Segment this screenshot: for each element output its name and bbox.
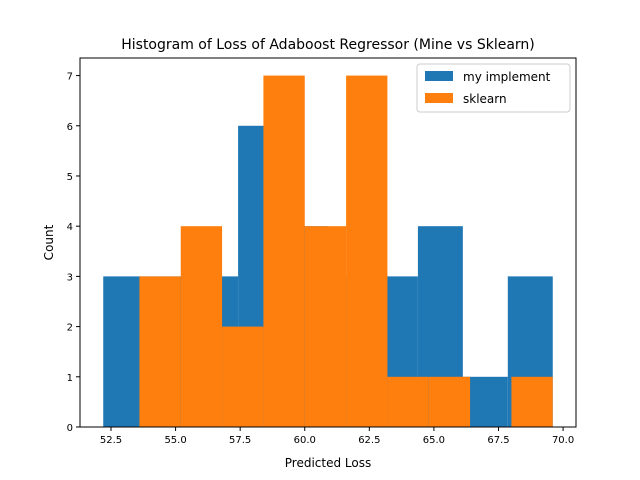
x-axis-label: Predicted Loss: [285, 456, 371, 470]
axes-layer: [79, 57, 577, 428]
x-tick-label: 52.5: [100, 435, 122, 446]
bar-series-1-bin-4: [304, 226, 347, 427]
series-1: [139, 75, 553, 428]
bar-series-1-bin-6: [387, 376, 429, 427]
bar-series-1-bin-0: [139, 276, 181, 427]
y-tick-label: 4: [67, 222, 73, 233]
y-tick-label: 2: [67, 323, 73, 334]
bar-series-1-bin-3: [263, 75, 305, 428]
bar-series-1-bin-1: [180, 226, 223, 427]
bar-series-1-bin-2: [222, 326, 264, 427]
y-tick-label: 7: [67, 72, 73, 83]
axes-frame: [79, 57, 577, 428]
legend-label-1: sklearn: [463, 92, 507, 106]
bar-series-1-bin-7: [428, 376, 471, 427]
y-ticks: 0 1 2 3 4 5 6 7: [67, 72, 80, 434]
bar-series-1-bin-5: [346, 75, 388, 428]
x-tick-label: 65.0: [423, 435, 445, 446]
x-tick-label: 70.0: [552, 435, 574, 446]
legend: my implement sklearn: [416, 63, 571, 113]
x-tick-label: 60.0: [294, 435, 316, 446]
y-tick-label: 5: [67, 172, 73, 183]
bar-series-1-bin-9: [511, 376, 553, 427]
x-ticks: 52.5 55.0 57.5 60.0 62.5 65.0 67.5 70.0: [100, 427, 574, 446]
y-axis-label: Count: [42, 224, 56, 260]
bar-series-0-bin-8: [462, 376, 508, 427]
x-tick-label: 55.0: [164, 435, 186, 446]
chart-title: Histogram of Loss of Adaboost Regressor …: [121, 37, 535, 53]
bars-layer: [103, 75, 553, 428]
y-tick-label: 0: [67, 423, 73, 434]
y-tick-label: 6: [67, 122, 73, 133]
y-tick-label: 1: [67, 373, 73, 384]
x-tick-label: 62.5: [358, 435, 380, 446]
legend-swatch-0: [425, 71, 453, 81]
legend-label-0: my implement: [463, 70, 551, 84]
y-tick-label: 3: [67, 272, 73, 283]
x-tick-label: 67.5: [487, 435, 509, 446]
legend-swatch-1: [425, 93, 453, 103]
legend-box: [416, 63, 571, 113]
x-tick-label: 57.5: [229, 435, 251, 446]
